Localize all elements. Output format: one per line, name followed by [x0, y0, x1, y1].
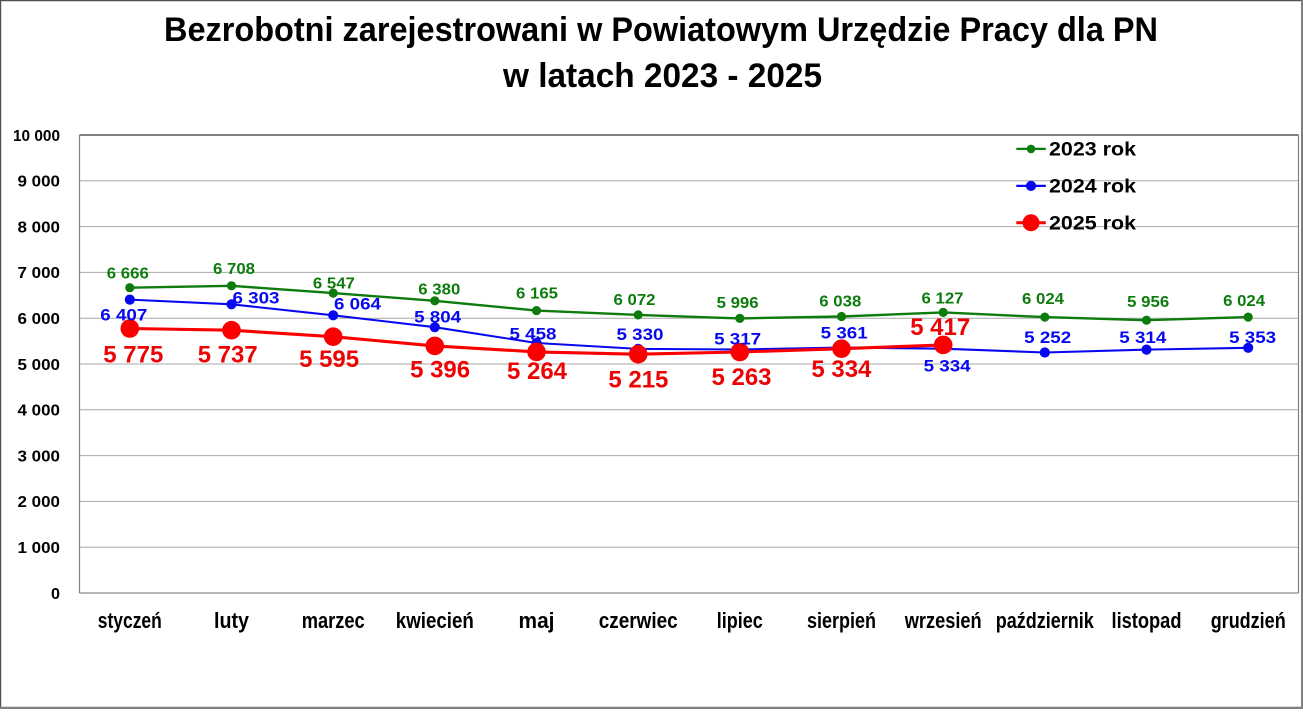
- svg-text:kwiecień: kwiecień: [396, 608, 474, 633]
- svg-text:5 263: 5 263: [712, 364, 772, 391]
- svg-text:sierpień: sierpień: [807, 608, 876, 633]
- svg-text:6 407: 6 407: [100, 306, 147, 325]
- svg-text:5 317: 5 317: [714, 329, 761, 348]
- svg-text:5 353: 5 353: [1229, 328, 1276, 347]
- svg-text:lipiec: lipiec: [717, 608, 763, 633]
- svg-text:5 215: 5 215: [608, 366, 668, 393]
- svg-text:październik: październik: [996, 608, 1095, 633]
- svg-text:6 024: 6 024: [1022, 291, 1064, 308]
- svg-text:1 000: 1 000: [18, 540, 61, 557]
- svg-text:6 000: 6 000: [18, 311, 61, 328]
- svg-text:5 330: 5 330: [617, 325, 664, 344]
- svg-text:2 000: 2 000: [18, 494, 61, 511]
- svg-text:6 547: 6 547: [313, 275, 355, 292]
- svg-text:maj: maj: [519, 608, 555, 633]
- svg-text:5 956: 5 956: [1127, 294, 1169, 311]
- svg-text:styczeń: styczeń: [98, 608, 162, 633]
- svg-text:5 417: 5 417: [910, 314, 970, 341]
- svg-text:0: 0: [51, 586, 60, 603]
- svg-text:6 165: 6 165: [516, 285, 558, 302]
- svg-text:5 314: 5 314: [1119, 328, 1167, 347]
- svg-text:6 024: 6 024: [1223, 293, 1265, 310]
- svg-text:5 396: 5 396: [410, 356, 470, 383]
- svg-text:6 064: 6 064: [334, 295, 382, 314]
- svg-text:Bezrobotni zarejestrowani w Po: Bezrobotni zarejestrowani w Powiatowym U…: [164, 11, 1158, 49]
- svg-text:2024 rok: 2024 rok: [1049, 177, 1136, 198]
- svg-text:3 000: 3 000: [18, 448, 61, 465]
- svg-text:5 804: 5 804: [414, 307, 462, 326]
- svg-text:7 000: 7 000: [18, 265, 61, 282]
- svg-text:6 380: 6 380: [418, 282, 460, 299]
- svg-text:grudzień: grudzień: [1211, 608, 1286, 633]
- svg-text:2023 rok: 2023 rok: [1049, 140, 1136, 161]
- svg-text:6 666: 6 666: [107, 265, 149, 282]
- svg-text:5 361: 5 361: [821, 324, 868, 343]
- svg-text:marzec: marzec: [302, 608, 365, 633]
- svg-text:w latach 2023 - 2025: w latach 2023 - 2025: [502, 57, 822, 95]
- svg-text:5 334: 5 334: [811, 356, 872, 383]
- svg-text:8 000: 8 000: [18, 219, 61, 236]
- svg-text:5 775: 5 775: [103, 341, 163, 368]
- svg-text:luty: luty: [214, 608, 250, 633]
- svg-text:6 303: 6 303: [233, 288, 280, 307]
- svg-text:wrzesień: wrzesień: [904, 608, 982, 633]
- svg-text:5 595: 5 595: [299, 346, 359, 373]
- svg-text:czerwiec: czerwiec: [599, 608, 678, 633]
- svg-text:4 000: 4 000: [18, 403, 61, 420]
- svg-text:6 708: 6 708: [213, 261, 255, 278]
- svg-text:5 458: 5 458: [510, 325, 557, 344]
- svg-text:6 127: 6 127: [922, 290, 964, 307]
- svg-text:2025 rok: 2025 rok: [1049, 213, 1136, 234]
- svg-text:5 264: 5 264: [507, 358, 568, 385]
- svg-text:6 072: 6 072: [614, 292, 656, 309]
- svg-text:5 252: 5 252: [1024, 328, 1071, 347]
- svg-text:5 334: 5 334: [924, 356, 972, 375]
- svg-text:5 996: 5 996: [717, 295, 759, 312]
- svg-text:listopad: listopad: [1112, 608, 1182, 633]
- svg-text:9 000: 9 000: [18, 174, 61, 191]
- svg-text:10 000: 10 000: [13, 128, 60, 145]
- svg-text:5 737: 5 737: [198, 341, 258, 368]
- svg-text:6 038: 6 038: [819, 294, 861, 311]
- svg-text:5 000: 5 000: [18, 357, 61, 374]
